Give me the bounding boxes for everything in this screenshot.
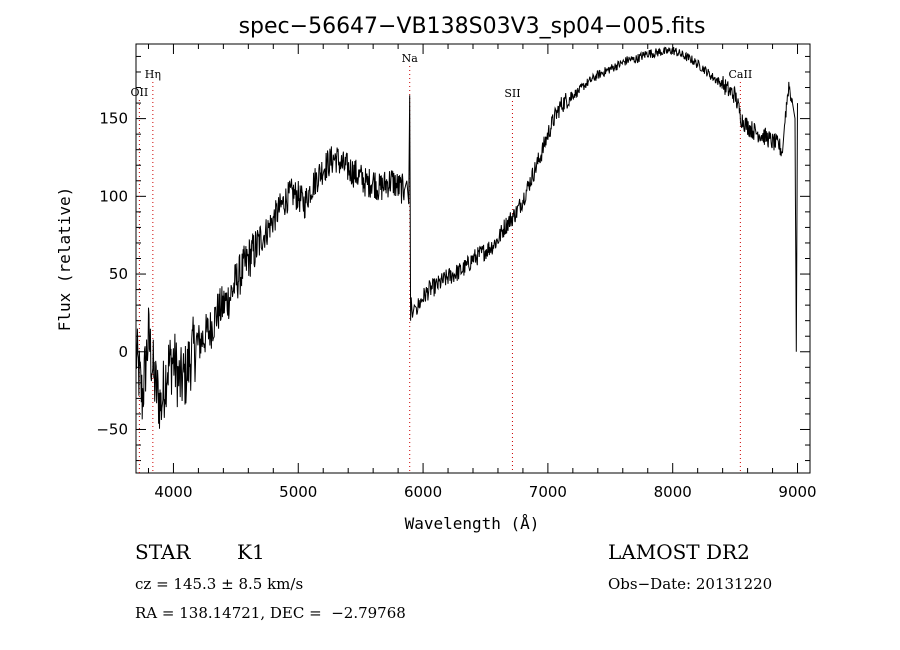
y-tick-label: 0 [118,343,128,361]
spectrum-layer [135,46,798,429]
line-marker-label: Na [402,52,419,65]
y-tick-label: 50 [109,265,128,283]
y-tick-label: 100 [99,187,128,205]
object-subclass: K1 [237,540,265,564]
axis-labels: 4000 5000 6000 7000 8000 9000 −50 0 50 100 150 [96,110,816,501]
x-tick-label: 6000 [404,483,442,501]
x-tick-label: 5000 [279,483,317,501]
object-class: STAR [135,540,191,564]
x-tick-label: 4000 [154,483,192,501]
y-axis-label: Flux (relative) [55,187,74,332]
y-tick-label: 150 [99,110,128,128]
line-marker-label: CaII [729,68,753,81]
line-markers: OII Hη Na SII CaII [131,52,753,473]
chart-title: spec−56647−VB138S03V3_sp04−005.fits [239,14,706,39]
line-marker-label: Hη [145,68,161,81]
x-tick-label: 7000 [529,483,567,501]
spectrum-line [135,46,798,429]
redshift-velocity: cz = 145.3 ± 8.5 km/s [135,575,304,593]
line-marker-label: OII [131,86,149,99]
line-marker-label: SII [504,87,520,100]
x-axis-label: Wavelength (Å) [405,514,540,533]
tick-marks [136,44,810,473]
survey-name: LAMOST DR2 [608,540,750,564]
ra-dec-coordinates: RA = 138.14721, DEC = −2.79768 [135,604,406,622]
x-tick-label: 8000 [654,483,692,501]
x-tick-label: 9000 [778,483,816,501]
y-tick-label: −50 [96,420,128,438]
observation-date: Obs−Date: 20131220 [608,575,773,593]
